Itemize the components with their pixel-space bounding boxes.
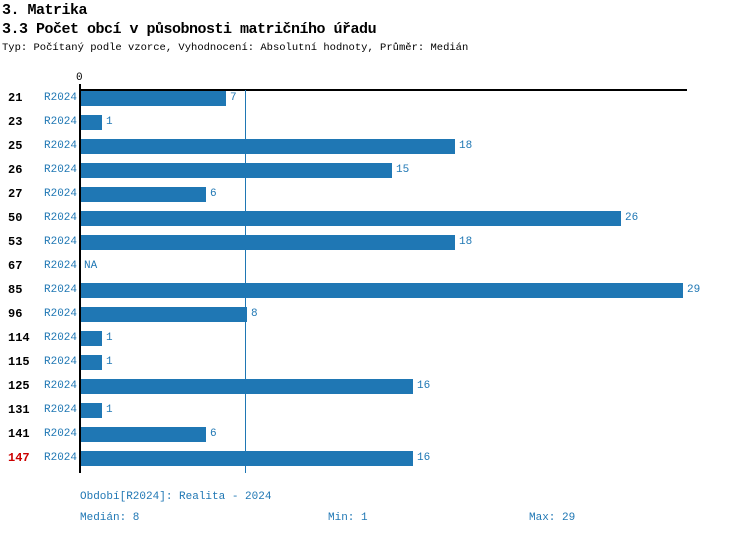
bar-value-label: NA	[84, 260, 98, 272]
legend-period: Období[R2024]: Realita - 2024	[80, 491, 272, 503]
row-category-label: 96	[8, 307, 23, 321]
row-category-label: 53	[8, 235, 23, 249]
row-category-label: 26	[8, 163, 23, 177]
row-category-label: 50	[8, 211, 23, 225]
row-category-label: 25	[8, 139, 23, 153]
row-series-label: R2024	[44, 236, 78, 248]
row-category-label: 67	[8, 259, 23, 273]
bar	[81, 115, 102, 130]
row-category-label: 131	[8, 403, 30, 417]
bar	[81, 331, 102, 346]
row-category-label: 85	[8, 283, 23, 297]
bar	[81, 283, 683, 298]
row-category-label: 147	[8, 451, 30, 465]
row-category-label: 27	[8, 187, 23, 201]
bar	[81, 163, 392, 178]
chart-meta-line: Typ: Počítaný podle vzorce, Vyhodnocení:…	[2, 42, 469, 54]
row-series-label: R2024	[44, 92, 78, 104]
row-series-label: R2024	[44, 140, 78, 152]
row-series-label: R2024	[44, 116, 78, 128]
row-series-label: R2024	[44, 164, 78, 176]
bar-value-label: 1	[106, 332, 113, 344]
legend-median: Medián: 8	[80, 512, 140, 524]
bar-value-label: 1	[106, 116, 113, 128]
row-series-label: R2024	[44, 332, 78, 344]
row-category-label: 141	[8, 427, 30, 441]
x-axis-top-line	[79, 89, 687, 91]
chart-section-title: 3. Matrika	[2, 2, 88, 19]
row-category-label: 23	[8, 115, 23, 129]
row-series-label: R2024	[44, 212, 78, 224]
bar-value-label: 6	[210, 428, 217, 440]
bar-value-label: 29	[687, 284, 701, 296]
bar	[81, 307, 247, 322]
row-category-label: 21	[8, 91, 23, 105]
bar-value-label: 16	[417, 452, 431, 464]
chart-title: 3.3 Počet obcí v působnosti matričního ú…	[2, 21, 377, 38]
bar	[81, 451, 413, 466]
bar-value-label: 1	[106, 356, 113, 368]
row-category-label: 115	[8, 355, 30, 369]
row-series-label: R2024	[44, 284, 78, 296]
bar	[81, 355, 102, 370]
row-series-label: R2024	[44, 188, 78, 200]
y-axis-line	[79, 84, 81, 473]
bar	[81, 379, 413, 394]
bar	[81, 139, 455, 154]
bar	[81, 211, 621, 226]
row-series-label: R2024	[44, 356, 78, 368]
legend-min: Min: 1	[328, 512, 368, 524]
legend-max: Max: 29	[529, 512, 576, 524]
row-series-label: R2024	[44, 428, 78, 440]
row-series-label: R2024	[44, 380, 78, 392]
bar-value-label: 8	[251, 308, 258, 320]
bar-value-label: 7	[230, 92, 237, 104]
bar-value-label: 6	[210, 188, 217, 200]
row-series-label: R2024	[44, 452, 78, 464]
x-axis-zero-label: 0	[76, 72, 83, 84]
row-series-label: R2024	[44, 260, 78, 272]
median-reference-line	[245, 90, 246, 473]
bar	[81, 427, 206, 442]
bar-value-label: 1	[106, 404, 113, 416]
bar-value-label: 26	[625, 212, 639, 224]
row-category-label: 114	[8, 331, 30, 345]
row-category-label: 125	[8, 379, 30, 393]
bar-value-label: 16	[417, 380, 431, 392]
row-series-label: R2024	[44, 308, 78, 320]
bar-value-label: 15	[396, 164, 410, 176]
bar	[81, 91, 226, 106]
bar-value-label: 18	[459, 236, 473, 248]
bar	[81, 235, 455, 250]
bar-value-label: 18	[459, 140, 473, 152]
bar	[81, 187, 206, 202]
bar	[81, 403, 102, 418]
row-series-label: R2024	[44, 404, 78, 416]
